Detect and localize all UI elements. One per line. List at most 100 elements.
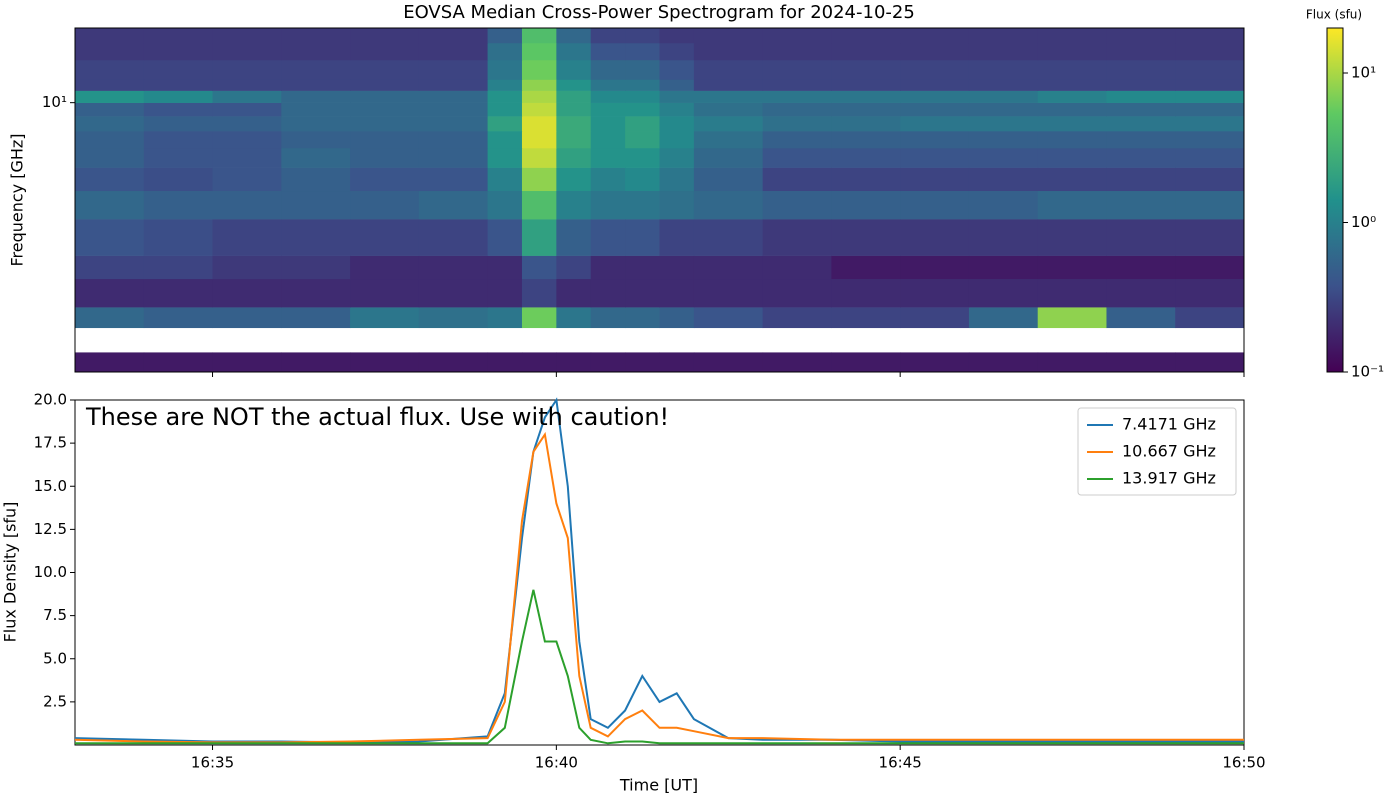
heatmap-cell bbox=[212, 219, 282, 256]
heatmap-cell bbox=[143, 102, 214, 117]
heatmap-cell bbox=[659, 167, 695, 192]
heatmap-cell bbox=[281, 307, 351, 329]
heatmap-cell bbox=[521, 190, 557, 220]
heatmap-cell bbox=[556, 255, 592, 280]
heatmap-cell bbox=[143, 42, 214, 61]
heatmap-cell bbox=[968, 147, 1039, 168]
heatmap-cell bbox=[487, 102, 523, 117]
heatmap-cell bbox=[590, 116, 626, 132]
heatmap-cell bbox=[350, 42, 420, 61]
heatmap-cell bbox=[831, 278, 901, 308]
heatmap-cell bbox=[1037, 28, 1107, 44]
heatmap-cell bbox=[590, 352, 626, 373]
heatmap-cell bbox=[143, 147, 214, 168]
heatmap-cell bbox=[487, 352, 523, 373]
heatmap-cell bbox=[1175, 255, 1245, 280]
heatmap-cell bbox=[212, 307, 282, 329]
heatmap-cell bbox=[831, 219, 901, 256]
heatmap-cell bbox=[590, 90, 626, 103]
heatmap-cell bbox=[521, 307, 557, 329]
heatmap-cell bbox=[831, 116, 901, 132]
heatmap-cell bbox=[487, 278, 523, 308]
y-tick-label: 12.5 bbox=[34, 520, 67, 538]
heatmap-cell bbox=[75, 190, 145, 220]
heatmap-cell bbox=[487, 79, 523, 91]
data-line bbox=[75, 589, 1244, 745]
heatmap-cell bbox=[693, 147, 764, 168]
heatmap-cell bbox=[1106, 219, 1176, 256]
legend-label: 10.667 GHz bbox=[1122, 442, 1216, 461]
heatmap-cell bbox=[659, 116, 695, 132]
heatmap-cell bbox=[1175, 190, 1245, 220]
heatmap-cell bbox=[659, 352, 695, 373]
heatmap-cell bbox=[1175, 147, 1245, 168]
heatmap-cell bbox=[831, 190, 901, 220]
heatmap-cell bbox=[590, 255, 626, 280]
heatmap-cell bbox=[659, 59, 695, 80]
heatmap-cell bbox=[418, 116, 489, 132]
heatmap-cell bbox=[1106, 79, 1176, 91]
heatmap-cell bbox=[1106, 42, 1176, 61]
heatmap-cell bbox=[1175, 167, 1245, 192]
heatmap-cell bbox=[487, 90, 523, 103]
x-tick-label: 16:50 bbox=[1222, 754, 1265, 772]
heatmap-cell bbox=[75, 278, 145, 308]
heatmap-cell bbox=[693, 42, 764, 61]
heatmap-cell bbox=[693, 28, 764, 44]
heatmap-cell bbox=[1175, 131, 1245, 149]
heatmap-cell bbox=[556, 102, 592, 117]
heatmap-cell bbox=[659, 147, 695, 168]
heatmap-cell bbox=[556, 79, 592, 91]
heatmap-cell bbox=[556, 131, 592, 149]
heatmap-cell bbox=[556, 352, 592, 373]
heatmap-cell bbox=[625, 352, 660, 373]
heatmap-cell bbox=[762, 190, 832, 220]
heatmap-cell bbox=[350, 90, 420, 103]
heatmap-cell bbox=[556, 167, 592, 192]
heatmap-cell bbox=[418, 59, 489, 80]
heatmap-cell bbox=[693, 102, 764, 117]
heatmap-cell bbox=[281, 90, 351, 103]
heatmap-cell bbox=[1175, 352, 1245, 373]
heatmap-cell bbox=[590, 147, 626, 168]
heatmap-cell bbox=[212, 255, 282, 280]
heatmap-cell bbox=[1106, 102, 1176, 117]
y-tick-label: 5.0 bbox=[43, 649, 67, 667]
heatmap-cell bbox=[212, 42, 282, 61]
heatmap-cell bbox=[590, 278, 626, 308]
heatmap-cell bbox=[521, 102, 557, 117]
heatmap-cell bbox=[1106, 116, 1176, 132]
heatmap-cell bbox=[900, 167, 970, 192]
heatmap-cell bbox=[831, 59, 901, 80]
heatmap-cell bbox=[281, 131, 351, 149]
heatmap-cell bbox=[625, 90, 660, 103]
heatmap-cell bbox=[625, 102, 660, 117]
heatmap-cell bbox=[968, 190, 1039, 220]
heatmap-cell bbox=[659, 102, 695, 117]
heatmap-cell bbox=[1037, 278, 1107, 308]
heatmap-cell bbox=[556, 59, 592, 80]
heatmap-cell bbox=[1175, 102, 1245, 117]
heatmap-cell bbox=[521, 167, 557, 192]
y-tick-label: 15.0 bbox=[34, 477, 67, 495]
heatmap-cell bbox=[900, 278, 970, 308]
heatmap-cell bbox=[693, 307, 764, 329]
heatmap-cell bbox=[418, 219, 489, 256]
heatmap-cell bbox=[590, 307, 626, 329]
heatmap-cell bbox=[968, 102, 1039, 117]
heatmap-cell bbox=[1175, 28, 1245, 44]
heatmap-cell bbox=[350, 116, 420, 132]
heatmap-cell bbox=[590, 102, 626, 117]
heatmap-cell bbox=[418, 307, 489, 329]
heatmap-cell bbox=[143, 190, 214, 220]
heatmap-cell bbox=[143, 219, 214, 256]
heatmap-cell bbox=[75, 219, 145, 256]
y-axis-label: Flux Density [sfu] bbox=[1, 502, 20, 643]
heatmap-cell bbox=[487, 59, 523, 80]
heatmap-cell bbox=[75, 79, 145, 91]
heatmap-cell bbox=[693, 255, 764, 280]
heatmap-cell bbox=[75, 42, 145, 61]
heatmap-cell bbox=[281, 102, 351, 117]
heatmap-cell bbox=[212, 116, 282, 132]
